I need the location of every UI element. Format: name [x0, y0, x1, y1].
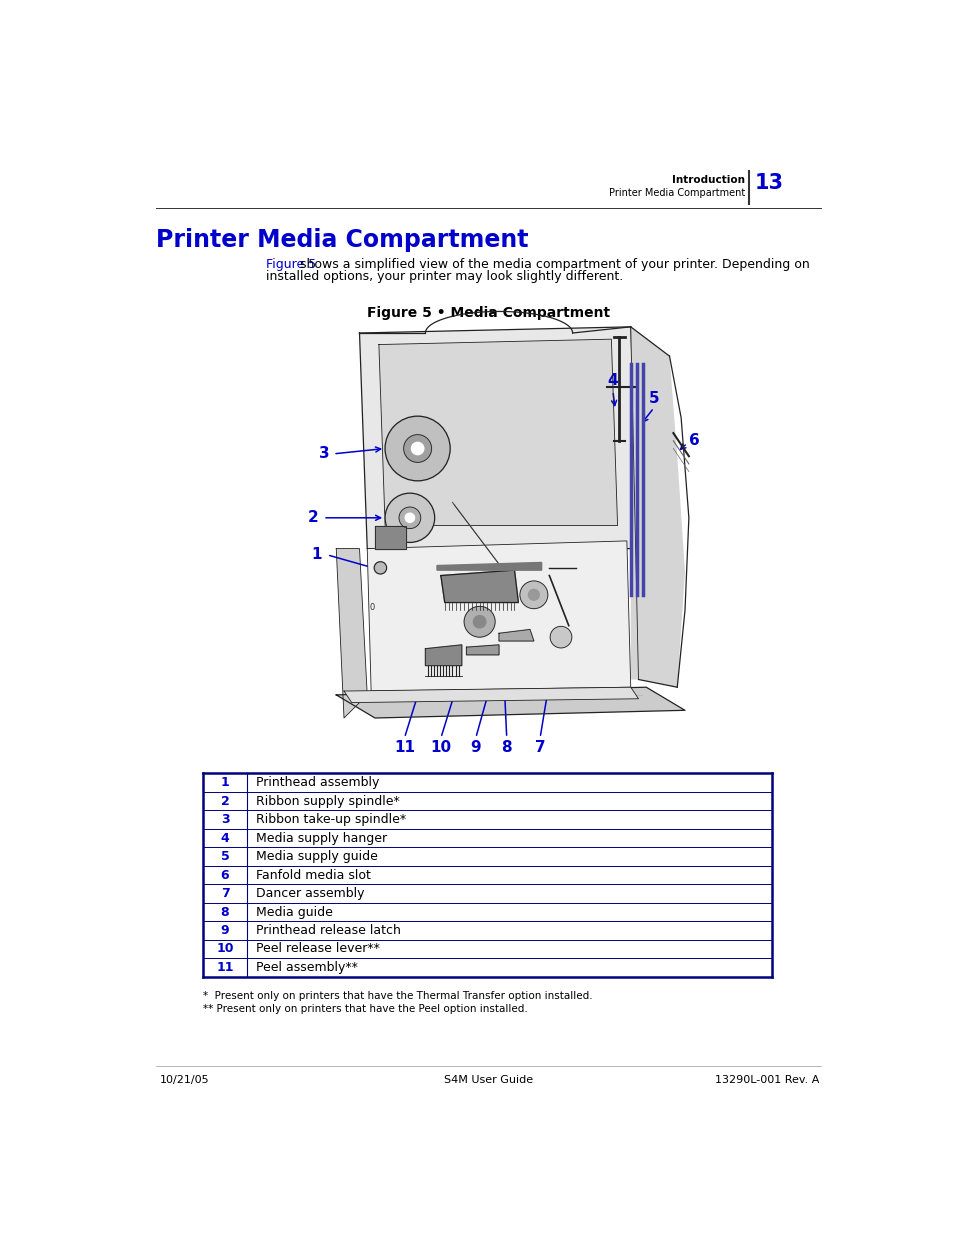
Text: Peel release lever**: Peel release lever** — [256, 942, 380, 956]
Polygon shape — [378, 340, 617, 526]
Text: 3: 3 — [220, 813, 229, 826]
Text: Figure 5: Figure 5 — [266, 258, 316, 272]
Text: 13: 13 — [754, 173, 783, 193]
Text: 10: 10 — [430, 740, 451, 755]
Text: Media supply hanger: Media supply hanger — [256, 831, 387, 845]
Text: 8: 8 — [220, 905, 229, 919]
Circle shape — [405, 514, 415, 522]
Polygon shape — [203, 792, 771, 810]
Circle shape — [519, 580, 547, 609]
Text: 4: 4 — [220, 831, 229, 845]
Polygon shape — [203, 866, 771, 884]
Polygon shape — [203, 903, 771, 921]
Text: Printhead release latch: Printhead release latch — [256, 924, 401, 937]
Circle shape — [374, 562, 386, 574]
Text: 2: 2 — [307, 510, 318, 525]
Circle shape — [403, 435, 431, 462]
Circle shape — [550, 626, 571, 648]
Circle shape — [385, 493, 435, 542]
Text: 13290L-001 Rev. A: 13290L-001 Rev. A — [714, 1076, 819, 1086]
Text: Printhead assembly: Printhead assembly — [256, 776, 379, 789]
Polygon shape — [498, 630, 534, 641]
Text: ** Present only on printers that have the Peel option installed.: ** Present only on printers that have th… — [203, 1004, 527, 1014]
Polygon shape — [436, 562, 541, 571]
Circle shape — [464, 606, 495, 637]
Text: Fanfold media slot: Fanfold media slot — [256, 868, 371, 882]
Text: shows a simplified view of the media compartment of your printer. Depending on: shows a simplified view of the media com… — [295, 258, 809, 272]
Text: Figure 5 • Media Compartment: Figure 5 • Media Compartment — [367, 306, 610, 320]
Polygon shape — [359, 327, 638, 548]
Polygon shape — [203, 958, 771, 977]
Circle shape — [385, 416, 450, 480]
Circle shape — [528, 589, 538, 600]
Text: S4M User Guide: S4M User Guide — [444, 1076, 533, 1086]
Text: 5: 5 — [220, 850, 229, 863]
Text: 1: 1 — [312, 547, 322, 562]
Text: 11: 11 — [394, 740, 415, 755]
Text: Media supply guide: Media supply guide — [256, 850, 378, 863]
Text: 1: 1 — [220, 776, 229, 789]
Text: 8: 8 — [501, 740, 512, 755]
Polygon shape — [203, 773, 771, 792]
Polygon shape — [203, 884, 771, 903]
Text: 0: 0 — [369, 603, 375, 611]
Text: 2: 2 — [220, 794, 229, 808]
Text: *  Present only on printers that have the Thermal Transfer option installed.: * Present only on printers that have the… — [203, 990, 592, 1000]
Polygon shape — [344, 687, 638, 703]
Circle shape — [411, 442, 423, 454]
Polygon shape — [203, 810, 771, 829]
Text: 10/21/05: 10/21/05 — [159, 1076, 209, 1086]
Text: 4: 4 — [607, 373, 618, 388]
Text: 10: 10 — [216, 942, 233, 956]
Text: Media guide: Media guide — [256, 905, 333, 919]
Polygon shape — [440, 571, 517, 603]
Polygon shape — [203, 921, 771, 940]
Polygon shape — [203, 847, 771, 866]
Text: 5: 5 — [648, 391, 659, 406]
Polygon shape — [375, 526, 406, 548]
Text: Ribbon supply spindle*: Ribbon supply spindle* — [256, 794, 399, 808]
Polygon shape — [466, 645, 498, 655]
Text: 6: 6 — [688, 433, 699, 448]
Polygon shape — [203, 940, 771, 958]
Text: Printer Media Compartment: Printer Media Compartment — [609, 188, 744, 199]
Text: 3: 3 — [318, 446, 329, 462]
Circle shape — [473, 615, 485, 627]
Text: 7: 7 — [535, 740, 545, 755]
Polygon shape — [630, 327, 684, 687]
Text: 11: 11 — [216, 961, 233, 974]
Text: Peel assembly**: Peel assembly** — [256, 961, 358, 974]
Text: installed options, your printer may look slightly different.: installed options, your printer may look… — [266, 270, 623, 283]
Text: 9: 9 — [470, 740, 480, 755]
Polygon shape — [203, 829, 771, 847]
Polygon shape — [335, 687, 684, 718]
Text: Introduction: Introduction — [672, 175, 744, 185]
Text: 6: 6 — [220, 868, 229, 882]
Text: 7: 7 — [220, 887, 229, 900]
Text: Ribbon take-up spindle*: Ribbon take-up spindle* — [256, 813, 406, 826]
Circle shape — [398, 508, 420, 529]
Text: Printer Media Compartment: Printer Media Compartment — [156, 227, 528, 252]
Polygon shape — [335, 548, 367, 718]
Text: 9: 9 — [220, 924, 229, 937]
Text: Dancer assembly: Dancer assembly — [256, 887, 365, 900]
Polygon shape — [367, 541, 630, 692]
Polygon shape — [425, 645, 461, 666]
